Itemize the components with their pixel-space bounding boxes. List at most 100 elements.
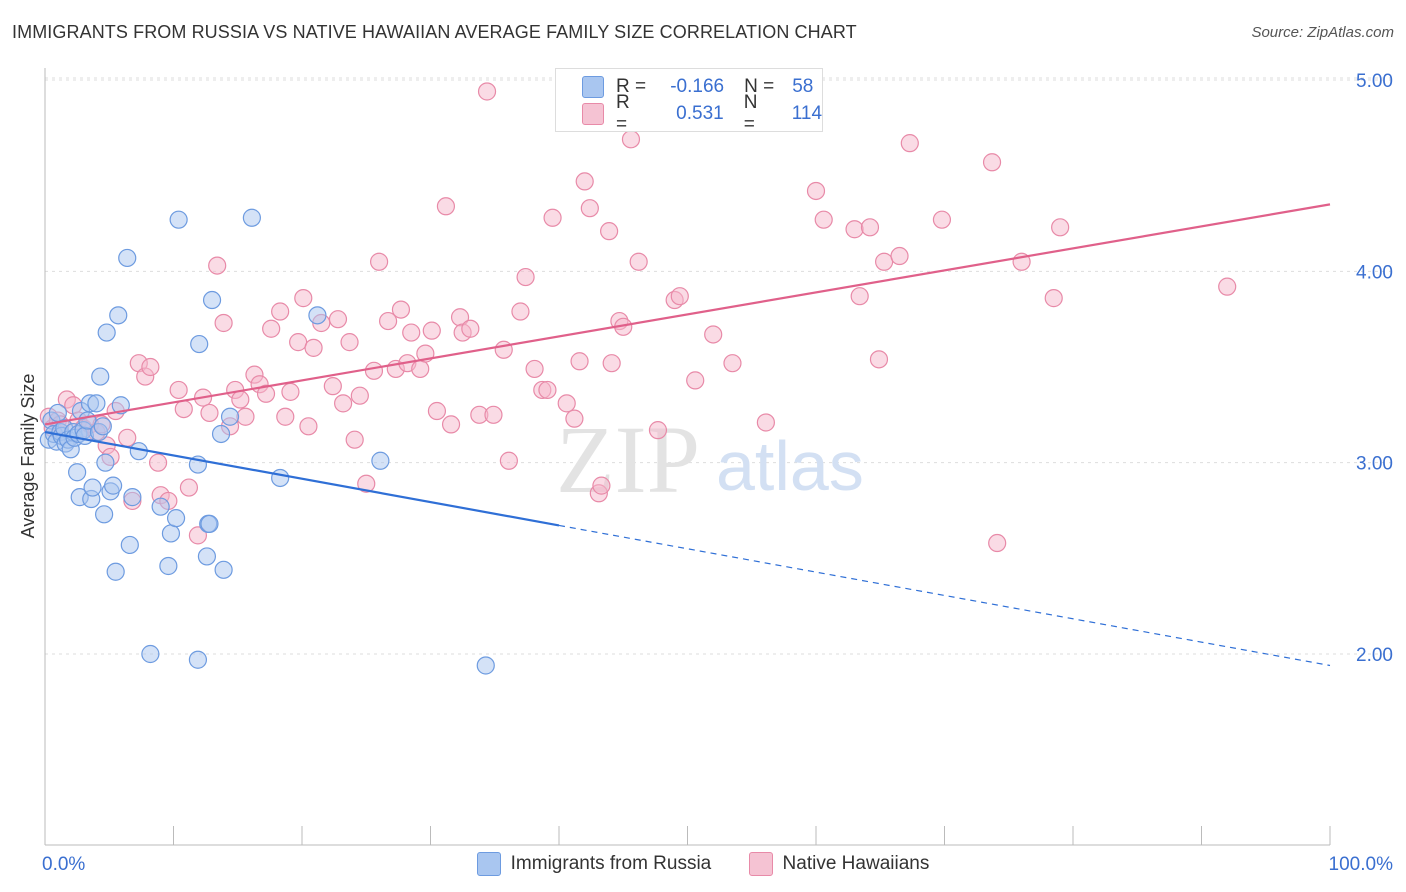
russia-point	[68, 463, 87, 482]
hawaiian-point	[141, 357, 160, 377]
russia-point	[190, 334, 209, 354]
legend-swatch-russia	[582, 76, 604, 98]
hawaiian-point	[294, 289, 313, 308]
hawaiian-point	[860, 218, 880, 237]
hawaiian-point	[148, 453, 168, 472]
legend-row-hawaiians: R = 0.531 N = 114	[582, 92, 823, 135]
correlation-legend: R = -0.166 N = 58 R = 0.531 N = 114	[555, 68, 823, 135]
hawaiian-point	[592, 476, 611, 495]
hawaiian-point	[538, 380, 557, 400]
hawaiian-point	[1044, 289, 1063, 308]
hawaiian-point	[370, 252, 389, 271]
hawaiian-point	[378, 311, 398, 331]
hawaiian-point	[890, 246, 909, 266]
hawaiian-point	[364, 361, 384, 380]
hawaiian-point	[461, 319, 480, 338]
russia-point	[159, 556, 178, 576]
russia-point	[169, 210, 188, 229]
r-label: R =	[616, 76, 647, 97]
hawaiian-point	[236, 407, 255, 426]
hawaiian-point	[299, 417, 318, 436]
legend-swatch-hawaiians	[582, 103, 604, 125]
hawaiian-point	[208, 256, 227, 275]
hawaiian-point	[256, 384, 276, 403]
hawaiian-point	[214, 313, 233, 333]
russia-point	[197, 547, 217, 566]
y-tick-label: 5.00	[1356, 71, 1393, 92]
hawaiian-point	[600, 222, 619, 241]
russia-point	[93, 417, 112, 436]
hawaiian-point	[323, 377, 342, 396]
russia-point	[96, 453, 115, 472]
hawaiian-point	[289, 333, 308, 352]
hawaiian-point	[281, 382, 300, 401]
y-tick-label: 3.00	[1356, 454, 1393, 475]
russia-point	[120, 535, 139, 555]
hawaiian-point	[118, 428, 137, 447]
hawaiian-point	[402, 323, 421, 342]
hawaiian-point	[276, 407, 295, 426]
russia-point	[111, 396, 130, 415]
hawaiian-point	[686, 371, 705, 390]
hawaiian-point	[723, 354, 742, 373]
russia-point	[118, 248, 137, 268]
russia-point	[476, 656, 495, 675]
hawaiian-point	[756, 413, 775, 432]
russia-point	[83, 478, 102, 497]
n-label: N =	[743, 92, 758, 135]
hawaiian-point	[845, 220, 864, 239]
hawaiian-point	[484, 405, 503, 424]
hawaiian-point	[262, 319, 281, 338]
hawaiian-point	[179, 478, 199, 497]
hawaiian-point	[543, 208, 562, 227]
hawaiian-point	[869, 350, 889, 369]
hawaiian-point	[345, 430, 364, 449]
hawaiian-point	[304, 338, 323, 357]
hawaiian-point	[932, 210, 952, 229]
n-value-russia: 58	[792, 76, 814, 97]
hawaiian-point	[174, 399, 193, 419]
russia-point	[308, 306, 327, 325]
russia-point	[91, 367, 110, 386]
hawaiian-point	[580, 199, 599, 218]
hawaiian-point	[1051, 218, 1070, 237]
russia-point	[161, 524, 181, 543]
hawaiian-point	[169, 380, 188, 400]
y-axis-label: Average Family Size	[18, 374, 38, 539]
data-points	[39, 82, 1237, 675]
hawaiian-point	[436, 197, 456, 216]
russia-point	[202, 290, 222, 310]
russia-point	[109, 306, 128, 325]
r-label: R =	[615, 92, 630, 135]
russia-point	[371, 451, 390, 470]
hawaiian-point	[570, 352, 589, 371]
y-tick-label: 4.00	[1356, 262, 1393, 283]
hawaiian-point	[271, 302, 290, 321]
watermark-atlas: atlas	[716, 427, 864, 505]
hawaiian-point	[357, 474, 376, 493]
hawaiian-point	[340, 333, 359, 352]
hawaiian-point	[334, 394, 353, 413]
hawaiian-point	[391, 300, 411, 319]
source-credit: Source: ZipAtlas.com	[1251, 24, 1394, 41]
russia-trend-line	[44, 430, 560, 527]
y-tick-label: 2.00	[1356, 645, 1393, 666]
russia-point	[106, 562, 125, 581]
hawaiian-trend-line	[44, 203, 1331, 426]
hawaiian-point	[350, 386, 369, 405]
hawaiian-point	[988, 533, 1007, 553]
r-value-russia: -0.166	[670, 76, 725, 97]
hawaiian-point	[427, 401, 447, 421]
russia-point	[104, 476, 123, 495]
russia-point	[87, 394, 106, 413]
hawaiian-point	[200, 403, 219, 423]
n-value-hawaiians: 114	[791, 103, 823, 124]
hawaiian-point	[1218, 277, 1237, 296]
russia-point	[220, 407, 240, 426]
chart-title: IMMIGRANTS FROM RUSSIA VS NATIVE HAWAIIA…	[12, 22, 857, 42]
r-value-hawaiians: 0.531	[676, 103, 724, 124]
hawaiian-point	[422, 321, 441, 340]
series-legend: Immigrants from Russia Native Hawaiians	[0, 852, 1406, 882]
hawaiian-point	[806, 181, 826, 201]
